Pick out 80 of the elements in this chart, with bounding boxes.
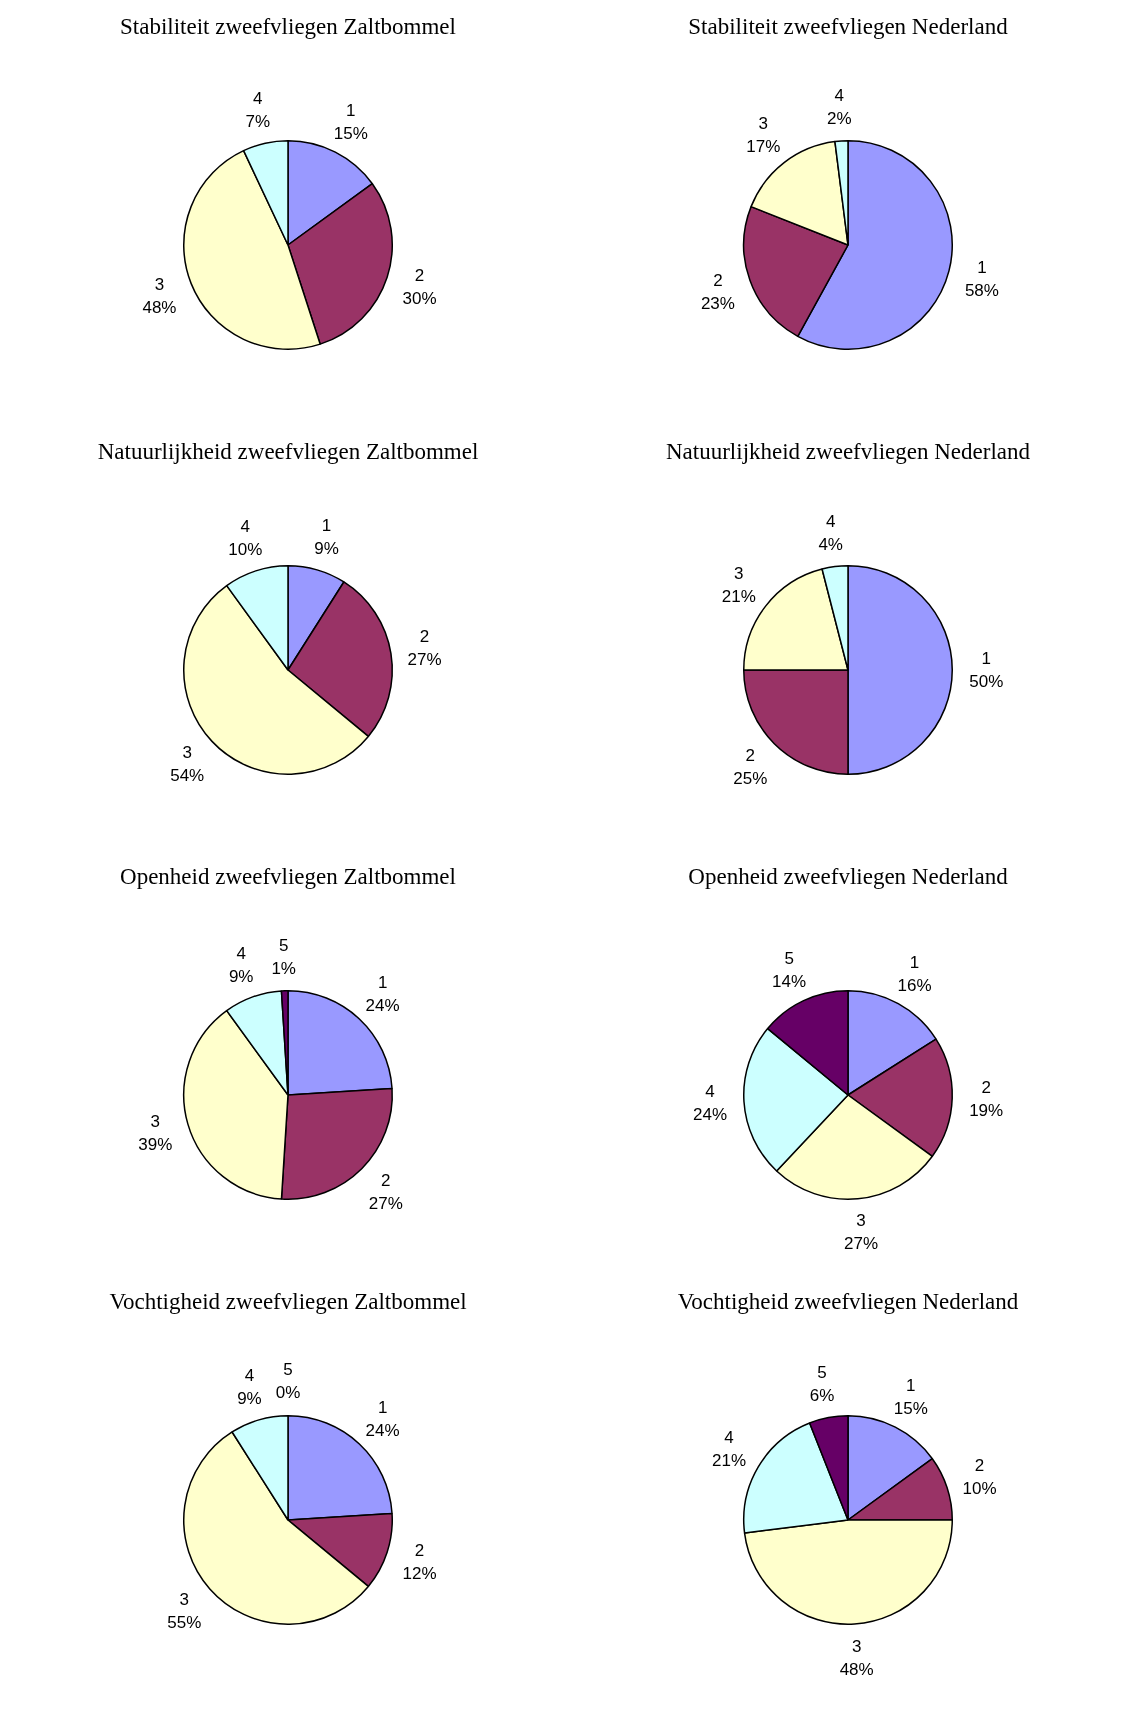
data-label: 21%: [711, 1451, 747, 1471]
slice-label: 1: [977, 258, 987, 278]
chart-title: Openheid zweefvliegen Nederland: [688, 864, 1008, 890]
data-label: 21%: [721, 586, 756, 606]
data-label: 24%: [693, 1105, 728, 1125]
slice-label: 3: [150, 1112, 160, 1132]
slice-label: 1: [906, 1375, 916, 1395]
data-label: 58%: [964, 281, 999, 301]
slice-label: 3: [154, 274, 165, 294]
slice-label: 4: [244, 1365, 255, 1385]
data-label: 10%: [962, 1478, 997, 1498]
data-label: 55%: [167, 1613, 202, 1633]
data-label: 9%: [237, 1388, 262, 1408]
data-label: 9%: [228, 966, 254, 986]
data-label: 16%: [897, 975, 932, 995]
slice-label: 4: [724, 1428, 734, 1448]
slice-label: 4: [825, 511, 836, 531]
data-label: 1%: [271, 958, 296, 978]
data-label: 25%: [733, 769, 768, 789]
slice-label: 4: [236, 943, 246, 963]
data-label: 48%: [839, 1659, 874, 1679]
slice-label: 3: [179, 1590, 190, 1610]
slice-label: 4: [240, 517, 251, 537]
slice-label: 3: [758, 114, 768, 134]
slice-label: 5: [817, 1362, 827, 1382]
data-label: 6%: [809, 1385, 835, 1405]
data-label: 19%: [969, 1101, 1004, 1121]
slice-label: 1: [377, 1397, 388, 1417]
data-label: 27%: [843, 1234, 879, 1254]
data-label: 24%: [365, 995, 400, 1015]
slice-label: 3: [734, 563, 744, 583]
slice-label: 3: [856, 1211, 866, 1231]
slice-label: 2: [713, 270, 723, 290]
data-label: 10%: [228, 540, 263, 560]
slice-label: 1: [346, 100, 356, 120]
slice-label: 2: [381, 1171, 391, 1191]
data-label: 50%: [969, 671, 1004, 691]
slice-label: 2: [981, 1078, 991, 1098]
chart-title: Natuurlijkheid zweefvliegen Nederland: [665, 439, 1030, 465]
slice-label: 4: [705, 1082, 715, 1102]
chart-title: Stabiliteit zweefvliegen Nederland: [688, 14, 1008, 40]
slice-label: 1: [321, 515, 332, 535]
data-label: 27%: [368, 1194, 403, 1214]
category-label: 5: [283, 1360, 293, 1380]
data-label: 2%: [827, 108, 852, 128]
slice-label: 4: [834, 85, 845, 105]
slice-label: 3: [182, 743, 192, 763]
slice-label: 1: [377, 972, 388, 992]
slice-label: 1: [981, 648, 991, 668]
chart-title: Stabiliteit zweefvliegen Zaltbommel: [120, 14, 456, 40]
chart-title: Natuurlijkheid zweefvliegen Zaltbommel: [97, 439, 479, 465]
data-label: 24%: [365, 1420, 400, 1440]
data-label: 15%: [333, 123, 368, 143]
data-label: 12%: [402, 1564, 437, 1584]
slice-label: 2: [419, 627, 430, 647]
slice-label: 2: [414, 266, 425, 286]
data-label: 54%: [170, 766, 205, 786]
slice-label: 5: [278, 935, 289, 955]
chart-title: Openheid zweefvliegen Zaltbommel: [120, 864, 456, 890]
slice-label: 2: [974, 1455, 985, 1475]
data-label: 7%: [245, 111, 271, 131]
chart-title: Vochtigheid zweefvliegen Zaltbommel: [109, 1289, 467, 1315]
data-label: 9%: [314, 538, 339, 558]
data-label: 30%: [402, 289, 437, 309]
data-label: 23%: [700, 293, 735, 313]
data-label: 4%: [818, 534, 843, 554]
chart-title: Vochtigheid zweefvliegen Nederland: [677, 1289, 1019, 1315]
slice-label: 2: [745, 746, 755, 766]
data-label: 39%: [138, 1135, 173, 1155]
slice-label: 2: [414, 1541, 425, 1561]
data-label: 14%: [772, 971, 807, 991]
data-label: 15%: [893, 1398, 928, 1418]
data-label: 27%: [407, 650, 442, 670]
data-label: 48%: [142, 297, 177, 317]
slice-label: 3: [851, 1636, 862, 1656]
text: 0%: [275, 1383, 301, 1403]
slice-label: 5: [784, 948, 794, 968]
data-label: 17%: [746, 137, 781, 157]
slice-label: 4: [253, 88, 263, 108]
slice-label: 1: [909, 952, 920, 972]
